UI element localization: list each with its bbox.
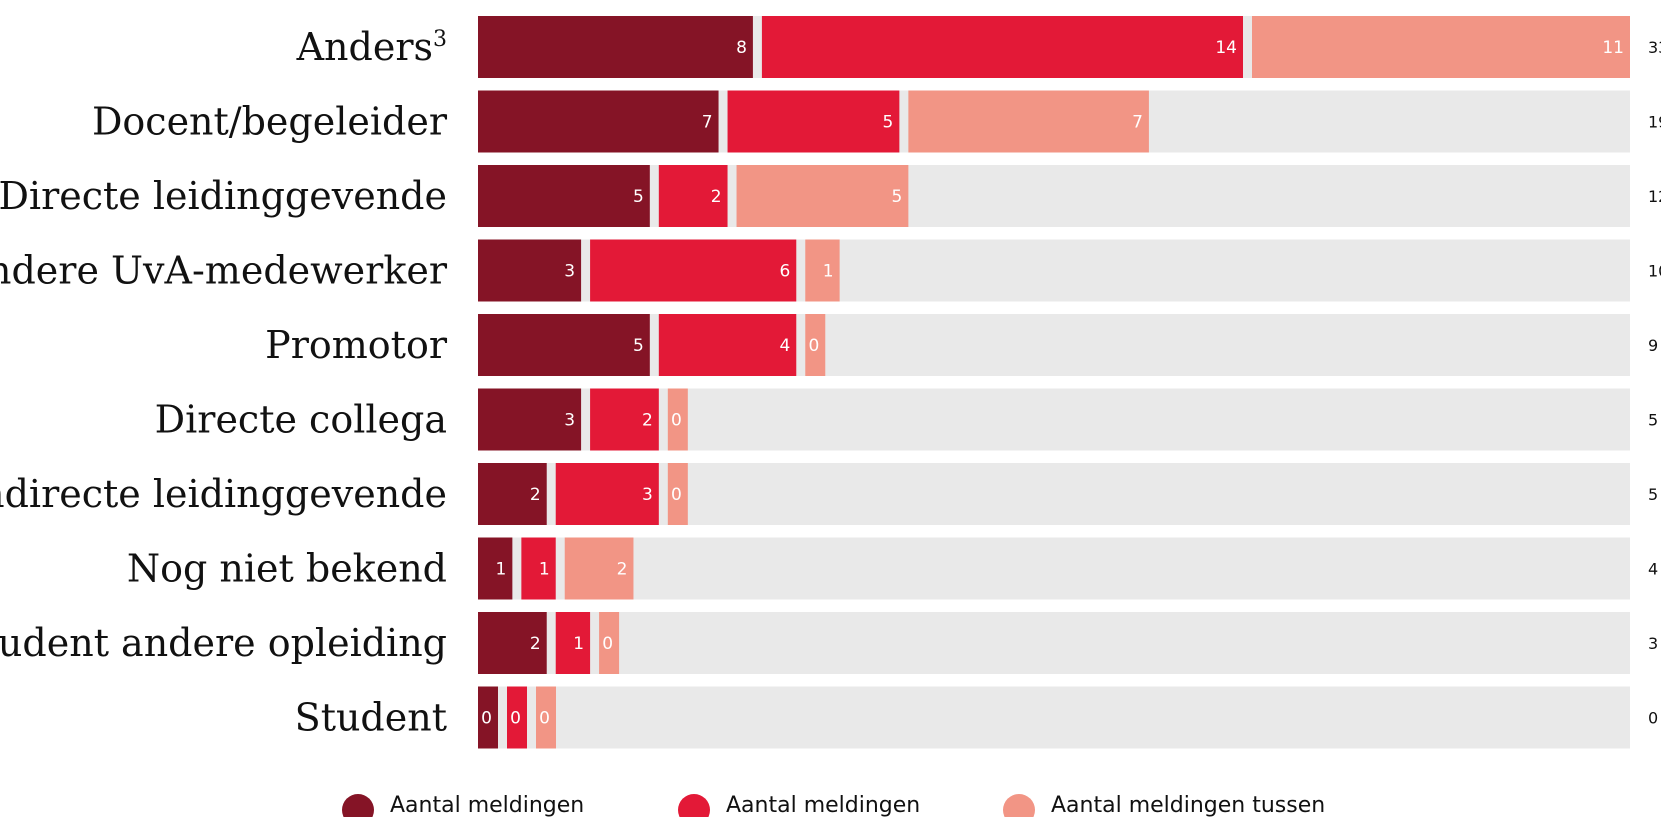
category-labels: Anders3 Docent/begeleider Directe leidingg…	[0, 25, 448, 740]
bar-value-label: 0	[808, 336, 819, 356]
bar-track	[478, 612, 1630, 674]
bar-segment	[555, 612, 591, 674]
bar-segment	[478, 90, 719, 153]
category-label: Anders3	[296, 25, 447, 69]
bar-segment	[478, 314, 650, 376]
bar-value-label: 0	[510, 709, 521, 729]
row-total-label: 3	[1648, 634, 1658, 653]
category-label: Medestudent andere opleiding	[0, 621, 447, 665]
bar-track	[478, 686, 1630, 749]
bar-segment	[555, 463, 659, 525]
bar-segment	[1252, 16, 1630, 78]
bar-value-label: 5	[633, 336, 644, 356]
bar-value-label: 14	[1215, 38, 1237, 58]
bar-segments: 8 14 117 5 75 2 53 6 15 4 03 2 02 3 01 1 22 1 00 0 0	[478, 16, 1630, 749]
bar-segment	[564, 537, 634, 600]
bar-value-label: 0	[671, 485, 682, 505]
bar-value-label: 2	[530, 485, 541, 505]
bar-value-label: 5	[892, 187, 903, 207]
bar-segment	[599, 612, 620, 674]
bar-segment	[478, 16, 753, 78]
bar-value-label: 5	[883, 113, 894, 133]
bar-segment	[590, 239, 797, 302]
bar-segment	[521, 537, 556, 600]
bar-segment	[478, 239, 582, 302]
bar-track	[478, 314, 1630, 376]
bar-value-label: 0	[481, 709, 492, 729]
category-label: Andere UvA-medewerker	[0, 249, 448, 293]
bar-value-label: 1	[539, 560, 550, 580]
bar-segment	[805, 314, 826, 376]
bar-value-label: 4	[779, 336, 790, 356]
bar-segment	[667, 388, 688, 451]
bar-segment	[658, 314, 797, 376]
row-total-label: 0	[1648, 709, 1658, 728]
bar-track	[478, 165, 1630, 227]
legend-swatch	[678, 794, 710, 817]
row-total-label: 5	[1648, 485, 1658, 504]
bar-segment	[736, 165, 909, 227]
row-totals: 33 19 12 10 9 5 5 4 3 0	[1648, 38, 1661, 728]
legend-label: Aantal meldingen tussen	[1051, 793, 1325, 817]
bar-segment	[658, 165, 728, 227]
bar-segment	[805, 239, 840, 302]
bar-value-label: 0	[671, 411, 682, 431]
bar-value-label: 2	[530, 634, 541, 654]
bar-value-label: 8	[736, 38, 747, 58]
bar-value-label: 3	[564, 411, 575, 431]
category-label: Nog niet bekend	[127, 547, 447, 591]
row-total-label: 5	[1648, 411, 1658, 430]
bar-value-label: 7	[702, 113, 713, 133]
bar-value-label: 1	[823, 262, 834, 282]
row-total-label: 9	[1648, 336, 1658, 355]
row-total-label: 10	[1648, 262, 1661, 281]
bar-value-label: 7	[1132, 113, 1143, 133]
row-total-label: 33	[1648, 38, 1661, 57]
category-label: Promotor	[265, 323, 448, 367]
category-footnote-mark: 3	[433, 27, 447, 52]
bar-segment	[536, 686, 556, 749]
bar-segment	[667, 463, 688, 525]
row-total-label: 19	[1648, 113, 1661, 132]
bar-value-label: 2	[642, 411, 653, 431]
bar-value-label: 2	[617, 560, 628, 580]
bar-value-label: 3	[642, 485, 653, 505]
row-total-label: 4	[1648, 560, 1658, 579]
category-label: Indirecte leidinggevende	[0, 472, 447, 516]
row-total-label: 12	[1648, 187, 1661, 206]
legend-label: Aantal meldingen	[726, 793, 920, 817]
bar-value-label: 2	[711, 187, 722, 207]
bar-segment	[478, 537, 513, 600]
legend-label: Aantal meldingen	[390, 793, 584, 817]
bar-segment	[761, 16, 1243, 78]
category-label: Student	[295, 696, 447, 740]
bar-value-label: 3	[564, 262, 575, 282]
bar-segment	[478, 612, 547, 674]
bar-segment	[727, 90, 900, 153]
bar-value-label: 0	[602, 634, 613, 654]
legend: Aantal meldingen Aantal meldingen Aantal m…	[342, 793, 1325, 817]
category-label: Directe leidinggevende	[0, 174, 447, 218]
category-label: Docent/begeleider	[92, 100, 448, 144]
bar-value-label: 1	[573, 634, 584, 654]
bar-value-label: 5	[633, 187, 644, 207]
legend-swatch	[1003, 794, 1035, 817]
bar-segment	[478, 165, 650, 227]
bar-segment	[590, 388, 659, 451]
bar-segment	[478, 388, 582, 451]
bar-segment	[908, 90, 1149, 153]
category-label: Directe collega	[155, 398, 447, 442]
bar-segment	[507, 686, 527, 749]
legend-swatch	[342, 794, 374, 817]
bar-value-label: 11	[1602, 38, 1624, 58]
bar-value-label: 1	[496, 560, 507, 580]
bar-value-label: 0	[539, 709, 550, 729]
bar-segment	[478, 686, 498, 749]
bar-value-label: 6	[779, 262, 790, 282]
bar-track	[478, 537, 1630, 600]
bar-segment	[478, 463, 547, 525]
